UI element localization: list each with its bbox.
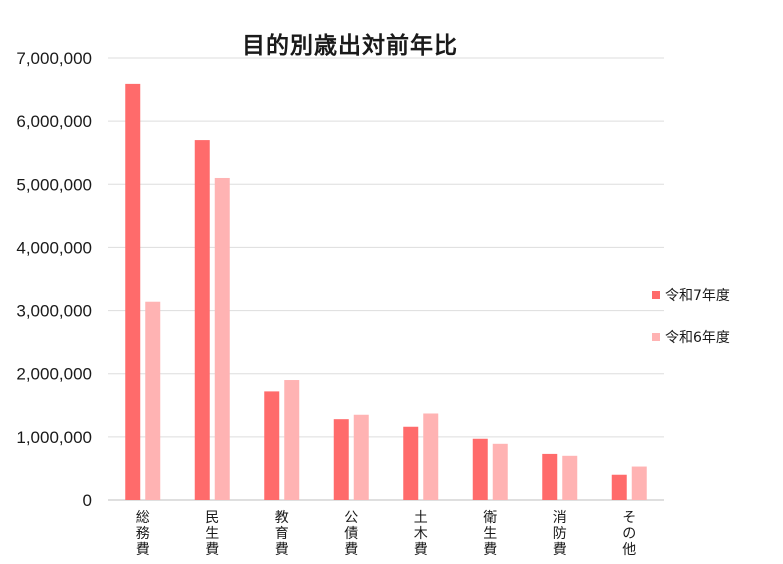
bar-r7-4	[403, 426, 419, 500]
bar-r6-2	[284, 380, 300, 500]
bar-r6-7	[631, 466, 647, 500]
bar-r6-5	[492, 443, 508, 500]
bar-r7-0	[125, 83, 141, 500]
legend-swatch-1	[652, 333, 660, 341]
bar-r7-2	[264, 391, 280, 500]
x-axis-ticks: 総務費 民生費 教育費 公債費 土木費 衛生費 消防費 その他	[136, 510, 637, 558]
x-tick-label: 民生費	[205, 510, 219, 558]
bar-r6-1	[214, 177, 230, 500]
y-tick-label: 5,000,000	[16, 175, 92, 194]
bar-r7-7	[611, 474, 627, 500]
y-tick-label: 4,000,000	[16, 238, 92, 257]
bar-r6-0	[145, 301, 161, 500]
x-tick-label: 教育費	[275, 510, 289, 558]
x-tick-label: 総務費	[136, 510, 150, 558]
bar-r6-4	[423, 413, 439, 500]
bar-r7-1	[194, 140, 210, 501]
y-tick-label: 1,000,000	[16, 428, 92, 447]
x-tick-label: 公債費	[344, 510, 358, 558]
bars	[125, 83, 647, 501]
x-tick-label: 土木費	[414, 510, 428, 558]
y-tick-label: 7,000,000	[16, 49, 92, 68]
bar-r6-6	[562, 455, 578, 500]
y-tick-label: 3,000,000	[16, 302, 92, 321]
x-tick-label: 衛生費	[483, 510, 497, 558]
bar-r6-3	[353, 414, 369, 500]
bar-r7-3	[333, 419, 349, 500]
legend-swatch-0	[652, 291, 660, 299]
bar-r7-5	[472, 438, 488, 500]
y-axis-ticks: 0 1,000,000 2,000,000 3,000,000 4,000,000 5,0…	[16, 49, 92, 510]
y-tick-label: 0	[83, 491, 92, 510]
x-tick-label: 消防費	[553, 510, 567, 558]
chart-title: 目的別歳出対前年比	[242, 33, 458, 59]
y-tick-label: 2,000,000	[16, 365, 92, 384]
gridlines	[108, 57, 664, 501]
x-tick-label: その他	[622, 510, 636, 558]
bar-r7-6	[542, 453, 558, 500]
legend-label-1: 令和6年度	[665, 330, 730, 346]
legend-label-0: 令和7年度	[665, 288, 730, 304]
y-tick-label: 6,000,000	[16, 112, 92, 131]
